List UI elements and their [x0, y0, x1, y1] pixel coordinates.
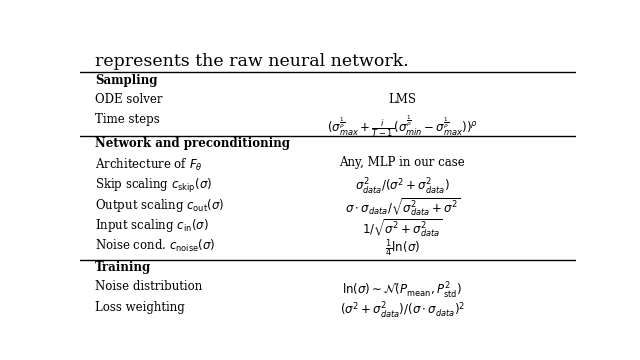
- Text: Noise cond. $c_{\mathrm{noise}}(\sigma)$: Noise cond. $c_{\mathrm{noise}}(\sigma)$: [95, 238, 215, 253]
- Text: Any, MLP in our case: Any, MLP in our case: [340, 157, 465, 170]
- Text: ODE solver: ODE solver: [95, 93, 163, 106]
- Text: Skip scaling $c_{\mathrm{skip}}(\sigma)$: Skip scaling $c_{\mathrm{skip}}(\sigma)$: [95, 177, 212, 195]
- Text: $\frac{1}{4}\ln(\sigma)$: $\frac{1}{4}\ln(\sigma)$: [385, 238, 420, 259]
- Text: $1/\sqrt{\sigma^2 + \sigma_{data}^2}$: $1/\sqrt{\sigma^2 + \sigma_{data}^2}$: [362, 217, 443, 239]
- Text: Noise distribution: Noise distribution: [95, 280, 202, 293]
- Text: Output scaling $c_{\mathrm{out}}(\sigma)$: Output scaling $c_{\mathrm{out}}(\sigma)…: [95, 197, 224, 214]
- Text: Sampling: Sampling: [95, 74, 157, 87]
- Text: Input scaling $c_{\mathrm{in}}(\sigma)$: Input scaling $c_{\mathrm{in}}(\sigma)$: [95, 217, 209, 234]
- Text: $\sigma_{data}^2 / (\sigma^2 + \sigma_{data}^2)$: $\sigma_{data}^2 / (\sigma^2 + \sigma_{d…: [355, 177, 450, 197]
- Text: Network and preconditioning: Network and preconditioning: [95, 137, 290, 150]
- Text: Architecture of $F_{\theta}$: Architecture of $F_{\theta}$: [95, 157, 203, 172]
- Text: $(\sigma_{max}^{\frac{1}{\rho}} + \frac{i}{T-1}(\sigma_{min}^{\frac{1}{\rho}} - : $(\sigma_{max}^{\frac{1}{\rho}} + \frac{…: [327, 113, 478, 139]
- Text: $(\sigma^2+\sigma_{data}^2)/(\sigma \cdot \sigma_{data})^2$: $(\sigma^2+\sigma_{data}^2)/(\sigma \cdo…: [340, 301, 465, 321]
- Text: represents the raw neural network.: represents the raw neural network.: [95, 53, 408, 70]
- Text: LMS: LMS: [388, 93, 417, 106]
- Text: Time steps: Time steps: [95, 113, 159, 126]
- Text: Loss weighting: Loss weighting: [95, 301, 184, 314]
- Text: Training: Training: [95, 261, 151, 274]
- Text: $\sigma \cdot \sigma_{data} / \sqrt{\sigma_{data}^2 + \sigma^2}$: $\sigma \cdot \sigma_{data} / \sqrt{\sig…: [345, 197, 460, 218]
- Text: $\ln(\sigma) \sim \mathcal{N}(P_{\mathrm{mean}}, P_{\mathrm{std}}^2)$: $\ln(\sigma) \sim \mathcal{N}(P_{\mathrm…: [342, 280, 463, 301]
